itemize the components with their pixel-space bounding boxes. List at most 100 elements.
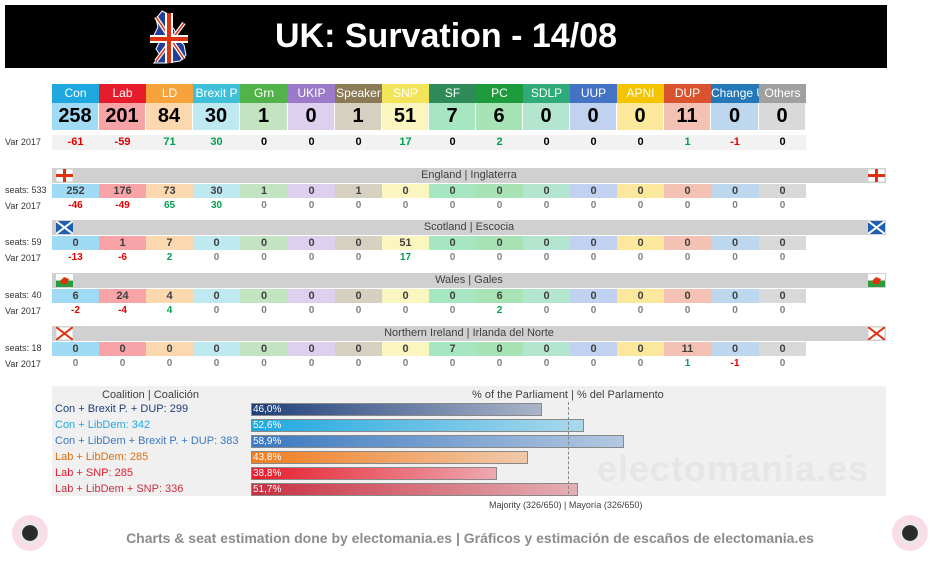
region-seat-cell: 0: [382, 342, 429, 356]
region-seat-cell: 0: [146, 342, 193, 356]
region-seat-cell: 0: [99, 342, 146, 356]
region-var-label: Var 2017: [5, 359, 41, 369]
region-var-cell: 0: [402, 358, 409, 369]
region-seat-cell: 0: [759, 342, 806, 356]
northern-ireland-flag-icon: [867, 326, 886, 341]
region-seat-cell: 0: [523, 289, 570, 303]
coalition-pct-label: 43,8%: [253, 452, 282, 463]
party-header-ld: LD: [146, 84, 193, 103]
region-var-cell: 0: [355, 358, 362, 369]
region-var-cell: 65: [163, 200, 176, 211]
region-var-cell: 0: [166, 358, 173, 369]
party-seats-pc: 6: [476, 103, 523, 130]
region-seat-cell: 0: [570, 184, 617, 198]
region-seat-cell: 6: [476, 289, 523, 303]
party-var-change-uk: -1: [711, 135, 759, 150]
region-seats-label: seats: 533: [5, 185, 47, 195]
coalition-label: Lab + LibDem + SNP: 336: [55, 483, 184, 495]
coalition-pct-label: 46,0%: [253, 404, 282, 415]
region-var-cell: 0: [684, 305, 691, 316]
region-seat-cell: 0: [193, 342, 240, 356]
electomania-logo-right: [892, 515, 928, 551]
region-var-cell: -1: [730, 358, 740, 369]
region-var-cell: 0: [261, 200, 267, 211]
party-seats-con: 258: [52, 103, 99, 130]
party-header-dup: DUP: [664, 84, 711, 103]
party-seats-sf: 7: [429, 103, 476, 130]
region-seat-cell: 7: [429, 342, 476, 356]
majority-line: [568, 402, 570, 494]
region-var-cell: 30: [210, 200, 223, 211]
region-seat-cell: 0: [523, 236, 570, 250]
region-seat-cell: 30: [193, 184, 240, 198]
party-seats-snp: 51: [382, 103, 429, 130]
coalition-pct-label: 58,9%: [253, 436, 282, 447]
region-seat-cell: 0: [382, 289, 429, 303]
region-var-cell: 0: [355, 252, 362, 263]
region-var-cell: 0: [543, 252, 550, 263]
region-var-cell: 0: [496, 358, 503, 369]
region-var-cell: 0: [261, 305, 267, 316]
region-var-cell: 0: [543, 358, 550, 369]
region-seat-cell: 0: [664, 236, 711, 250]
region-var-cell: 0: [213, 358, 220, 369]
party-header-apni: APNI: [617, 84, 664, 103]
electomania-logo-left: [12, 515, 48, 551]
region-header-bar: England | Inglaterra: [52, 168, 886, 183]
coalition-label: Con + Brexit P. + DUP: 299: [55, 403, 189, 415]
england-flag-icon: [867, 168, 886, 183]
party-seats-brexit-p: 30: [193, 103, 240, 130]
region-seat-cell: 0: [570, 236, 617, 250]
region-seat-cell: 11: [664, 342, 711, 356]
party-var-apni: 0: [617, 135, 664, 150]
party-var-dup: 1: [664, 135, 711, 150]
party-header-con: Con: [52, 84, 99, 103]
region-var-cell: 0: [72, 358, 79, 369]
region-var-cell: 0: [261, 358, 267, 369]
region-header-bar: Scotland | Escocia: [52, 220, 886, 235]
party-var-brexit-p: 30: [193, 135, 240, 150]
region-var-cell: 0: [543, 305, 550, 316]
region-seat-cell: 73: [146, 184, 193, 198]
region-seat-cell: 0: [711, 342, 759, 356]
coalition-label: Lab + LibDem: 285: [55, 451, 149, 463]
coalition-bar: [251, 435, 624, 448]
region-var-cell: 0: [449, 305, 456, 316]
region-seat-cell: 0: [429, 289, 476, 303]
region-seat-cell: 0: [240, 289, 288, 303]
party-seats-dup: 11: [664, 103, 711, 130]
northern-ireland-flag-icon: [55, 326, 74, 341]
party-header-brexit-p: Brexit P: [193, 84, 240, 103]
region-var-cell: 0: [637, 200, 644, 211]
region-var-cell: -6: [118, 252, 127, 263]
party-seats-apni: 0: [617, 103, 664, 130]
region-var-cell: 0: [590, 200, 597, 211]
coalition-label: Con + LibDem + Brexit P. + DUP: 383: [55, 435, 239, 447]
region-seat-cell: 1: [99, 236, 146, 250]
region-var-cell: 17: [399, 252, 412, 263]
national-var-label: Var 2017: [5, 137, 41, 147]
party-seats-change-uk: 0: [711, 103, 759, 130]
region-seat-cell: 0: [711, 184, 759, 198]
scotland-flag-icon: [867, 220, 886, 235]
region-seat-cell: 0: [52, 236, 99, 250]
region-var-cell: 0: [637, 305, 644, 316]
party-seats-ukip: 0: [288, 103, 335, 130]
region-var-cell: -13: [68, 252, 83, 263]
region-seat-cell: 0: [288, 184, 335, 198]
region-var-cell: -4: [118, 305, 127, 316]
region-var-cell: 0: [779, 200, 786, 211]
coalition-header: Coalition | Coalición: [102, 389, 200, 401]
wales-flag-icon: [868, 274, 885, 287]
party-seats-uup: 0: [570, 103, 617, 130]
region-var-cell: 2: [496, 305, 503, 316]
region-seat-cell: 0: [288, 289, 335, 303]
scotland-flag-icon: [55, 220, 74, 235]
region-seat-cell: 0: [476, 184, 523, 198]
region-var-cell: 0: [637, 252, 644, 263]
party-header-lab: Lab: [99, 84, 146, 103]
region-seat-cell: 0: [193, 289, 240, 303]
party-var-pc: 2: [476, 135, 523, 150]
region-seat-cell: 0: [288, 236, 335, 250]
party-seats-ld: 84: [146, 103, 193, 130]
